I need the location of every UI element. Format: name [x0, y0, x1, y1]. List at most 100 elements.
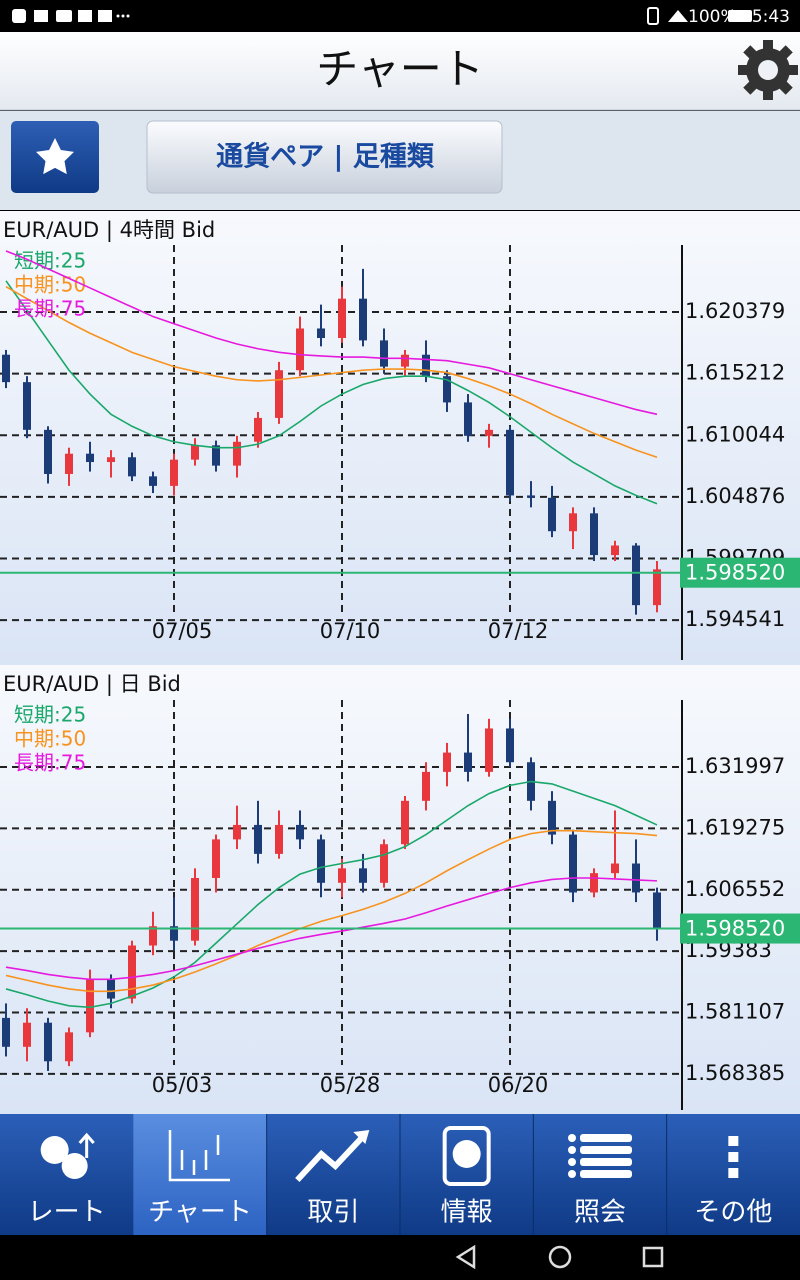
icon	[580, 1170, 632, 1178]
candle-body	[212, 839, 220, 878]
settings-gear[interactable]	[738, 40, 798, 100]
candle-body	[233, 441, 241, 466]
candle-body	[632, 545, 640, 606]
candle-body	[191, 445, 199, 460]
candle-body	[338, 298, 346, 339]
header	[0, 32, 800, 110]
icon	[452, 1140, 481, 1168]
header-title: チャート	[316, 45, 484, 94]
candle-body	[65, 453, 73, 474]
nav-item[interactable]: チャート	[133, 1114, 267, 1235]
candle-body	[212, 445, 220, 466]
candle-body	[86, 453, 94, 463]
y-tick-label: 1.615212	[685, 361, 785, 385]
system-nav	[0, 1235, 800, 1280]
candle-body	[590, 513, 598, 556]
candle-body	[23, 1022, 31, 1047]
candle-body	[128, 457, 136, 477]
candle-body	[338, 868, 346, 883]
status-bar	[0, 0, 800, 32]
x-tick-label: 05/28	[320, 1073, 381, 1097]
y-tick-label: 1.604876	[685, 484, 785, 508]
clock: 5:43	[752, 7, 790, 27]
candle-body	[65, 1032, 73, 1062]
candle-body	[317, 328, 325, 339]
x-tick-label: 07/12	[488, 619, 549, 643]
nav-item[interactable]: レート	[28, 1132, 106, 1228]
candle-body	[170, 459, 178, 486]
x-tick-label: 07/05	[152, 619, 213, 643]
candle-body	[380, 844, 388, 883]
y-tick-label: 1.610044	[685, 422, 785, 446]
candle-body	[569, 834, 577, 893]
candle-body	[569, 513, 577, 532]
candle-body	[401, 800, 409, 845]
moving-average-line	[5, 780, 658, 1009]
moving-average-line	[5, 877, 658, 981]
x-tick-label: 05/03	[152, 1073, 213, 1097]
candle-body	[296, 824, 304, 840]
candle-body	[590, 873, 598, 893]
candle-body	[2, 1017, 10, 1047]
icon	[568, 1158, 576, 1166]
icon	[353, 1130, 370, 1144]
pair-button[interactable]: 通貨ペア | 足種類	[146, 120, 503, 194]
nav-items: レート チャート 取引 情報 照会 その他	[28, 1114, 773, 1235]
icon	[580, 1146, 632, 1154]
icon	[168, 1130, 230, 1182]
status-icons	[12, 7, 752, 25]
candle-body	[506, 728, 514, 763]
candle-body	[233, 824, 241, 840]
candle-body	[23, 382, 31, 430]
y-tick-label: 1.620379	[685, 299, 785, 323]
icon	[728, 1152, 739, 1162]
y-tick-label: 1.594541	[685, 607, 785, 631]
candle-body	[107, 979, 115, 999]
candle-body	[128, 945, 136, 999]
current-price-box	[680, 557, 800, 588]
icon	[580, 1158, 632, 1166]
nav-label: 取引	[307, 1198, 359, 1228]
nav-label: その他	[694, 1198, 772, 1228]
legend-entry: 長期:75	[14, 297, 86, 321]
candle-body	[2, 354, 10, 383]
favorite-button[interactable]	[11, 121, 99, 193]
icon	[61, 1153, 88, 1179]
candle-body	[317, 839, 325, 883]
candle-body	[611, 545, 619, 556]
candle-body	[485, 728, 493, 772]
nav-item[interactable]: 取引	[266, 1114, 370, 1235]
moving-average-line	[5, 286, 658, 459]
battery-text: 100%	[688, 7, 737, 27]
candle-body	[254, 417, 262, 442]
nav-item[interactable]: 照会	[532, 1114, 632, 1235]
candle-body	[275, 824, 283, 854]
nav-item[interactable]: 情報	[399, 1114, 493, 1235]
legend-entry: 中期:50	[14, 727, 86, 751]
icon	[40, 1136, 69, 1164]
current-price-label: 1.598520	[685, 561, 785, 585]
legend-entry: 短期:25	[14, 249, 86, 273]
y-tick-label: 1.581107	[685, 1000, 785, 1024]
nav-item[interactable]: その他	[666, 1114, 773, 1235]
nav-label: レート	[28, 1198, 106, 1228]
candle-body	[44, 1022, 52, 1062]
candle-body	[44, 429, 52, 474]
system-nav-buttons[interactable]	[455, 1244, 664, 1270]
legend-entry: 長期:75	[14, 751, 86, 775]
candle-body	[296, 328, 304, 371]
candle-body	[506, 429, 514, 496]
chart-title: EUR/AUD | 4時間 Bid	[3, 218, 215, 243]
icon	[568, 1146, 576, 1154]
candle-body	[464, 752, 472, 772]
icon	[568, 1170, 576, 1178]
moving-average-line	[5, 829, 658, 993]
chart-panel	[0, 211, 800, 665]
y-tick-label: 1.568385	[685, 1061, 785, 1085]
moving-average-line	[5, 250, 658, 416]
candle-body	[401, 354, 409, 367]
current-price-box	[680, 913, 800, 944]
icon	[78, 1132, 95, 1158]
candle-body	[422, 354, 430, 377]
